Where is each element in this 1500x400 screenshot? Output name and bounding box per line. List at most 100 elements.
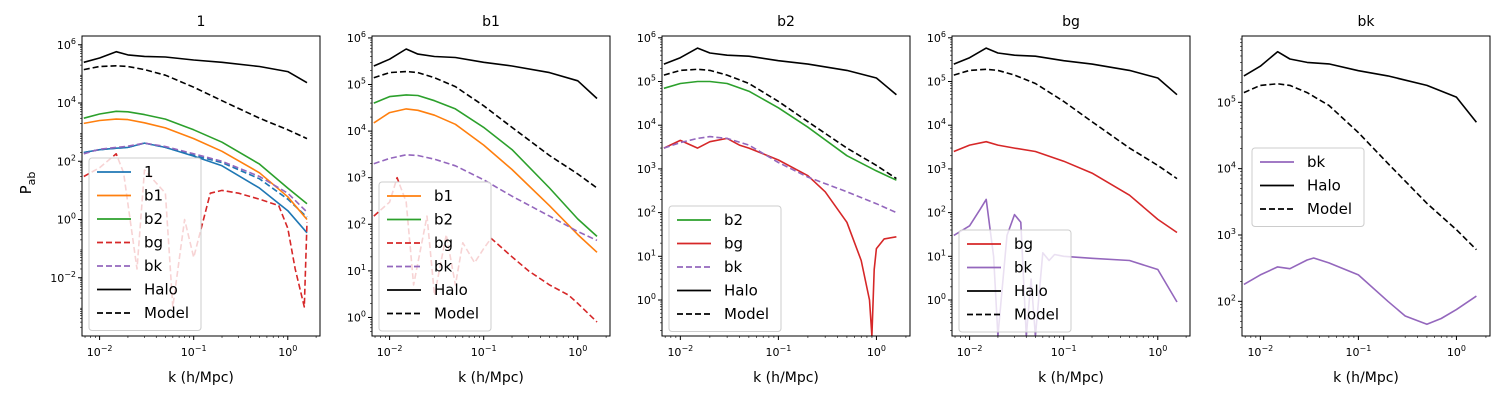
legend-label: 1: [144, 163, 154, 181]
legend-label: bk: [434, 258, 453, 276]
legend: 1 b1 b2 bg bk Halo Model: [88, 157, 202, 331]
series-line-model: [373, 70, 598, 189]
x-tick-label: 100: [568, 344, 587, 359]
x-axis-label: k (h/Mpc): [753, 370, 819, 386]
series-line-b2: [83, 110, 308, 205]
x-tick-label: 100: [1447, 344, 1466, 359]
legend-box: [668, 205, 782, 332]
legend-label: Halo: [724, 282, 758, 300]
x-tick-label: 10−2: [957, 344, 983, 359]
series-group: [83, 50, 308, 308]
series-line-b1: [373, 108, 598, 253]
series-line-halo: [663, 47, 897, 96]
figure-ylabel: Pab: [17, 172, 38, 195]
y-tick-label: 104: [1217, 161, 1236, 176]
series-line-halo: [1243, 50, 1478, 123]
y-tick-label: 10−2: [50, 270, 76, 285]
x-tick-label: 10−2: [87, 344, 113, 359]
y-tick-label: 106: [637, 30, 656, 45]
chart-panel-3: 10−2 10−1 100 100 101 102 103 104 105 106 b2 k (h/M…: [637, 14, 911, 386]
y-tick-label: 101: [347, 263, 366, 278]
y-tick-label: 102: [1217, 293, 1236, 308]
plot-frame: [951, 35, 1191, 337]
chart-panel-4: 10−2 10−1 100 100 101 102 103 104 105 106 bg k (h/M…: [927, 14, 1191, 386]
chart-title: bk: [1358, 14, 1376, 30]
legend: bk Halo Model: [1251, 147, 1365, 227]
legend-label: bk: [1307, 153, 1326, 171]
series-group: [373, 48, 598, 323]
series-line-halo: [373, 48, 598, 100]
y-tick-label: 104: [927, 117, 946, 132]
legend-label: b2: [724, 211, 743, 229]
legend-label: Model: [724, 305, 769, 323]
x-axis-label: k (h/Mpc): [1038, 370, 1104, 386]
x-tick-label: 10−1: [1051, 344, 1077, 359]
y-tick-label: 100: [347, 309, 366, 324]
x-tick-label: 10−1: [181, 344, 207, 359]
series-line-model: [953, 68, 1178, 180]
legend-label: bk: [724, 258, 743, 276]
x-axis-label: k (h/Mpc): [168, 370, 234, 386]
chart-title: b1: [482, 14, 500, 30]
x-axis-label: k (h/Mpc): [1333, 370, 1399, 386]
series-line-model: [83, 65, 308, 140]
y-tick-label: 100: [637, 292, 656, 307]
series-group: [1243, 50, 1478, 326]
series-line-bk: [373, 154, 598, 242]
series-line-model: [1243, 83, 1477, 251]
legend-label: b1: [144, 187, 163, 205]
y-tick-label: 105: [347, 77, 366, 92]
y-tick-label: 106: [347, 30, 366, 45]
y-tick-label: 104: [637, 117, 656, 132]
x-tick-label: 100: [867, 344, 886, 359]
legend-label: bg: [144, 234, 163, 252]
chart-title: bg: [1062, 14, 1080, 30]
legend-box: [88, 157, 202, 331]
y-tick-label: 100: [927, 292, 946, 307]
x-tick-label: 10−2: [377, 344, 403, 359]
legend-label: Model: [144, 304, 189, 322]
series-line-bk: [1243, 257, 1477, 326]
y-tick-label: 105: [1217, 94, 1236, 109]
legend-label: bg: [1014, 235, 1033, 253]
series-line-bk: [663, 135, 897, 214]
y-tick-label: 105: [637, 74, 656, 89]
x-tick-label: 10−2: [1247, 344, 1273, 359]
legend: bg bk Halo Model: [958, 229, 1072, 333]
y-tick-label: 104: [347, 123, 366, 138]
series-line-b2: [373, 94, 598, 237]
legend-label: b2: [144, 210, 163, 228]
chart-title: 1: [197, 14, 206, 30]
x-tick-label: 10−1: [471, 344, 497, 359]
y-tick-label: 102: [347, 216, 366, 231]
y-tick-label: 103: [1217, 227, 1236, 242]
series-line-b1: [83, 118, 308, 221]
plot-frame: [661, 35, 911, 337]
y-tick-label: 102: [637, 205, 656, 220]
series-line-halo: [83, 50, 308, 84]
y-tick-label: 106: [927, 30, 946, 45]
legend-label: Halo: [144, 281, 178, 299]
y-tick-label: 101: [927, 248, 946, 263]
legend-label: bg: [724, 235, 743, 253]
chart-panel-5: 10−2 10−1 100 102 103 104 105 bk k (h/Mpc) bk Halo…: [1217, 14, 1491, 386]
legend-label: Halo: [1307, 177, 1341, 195]
legend-label: Model: [1014, 306, 1059, 324]
chart-title: b2: [777, 14, 795, 30]
y-tick-label: 103: [637, 161, 656, 176]
y-tick-label: 103: [927, 161, 946, 176]
x-tick-label: 100: [1148, 344, 1167, 359]
legend-label: bg: [434, 234, 453, 252]
series-line-model: [663, 68, 897, 180]
legend: b1 b2 bg bk Halo Model: [378, 181, 492, 332]
legend-box: [1251, 147, 1365, 227]
y-tick-label: 100: [57, 212, 76, 227]
series-line-halo: [953, 47, 1178, 96]
series-line-bg: [953, 140, 1178, 234]
series-line-b2: [663, 80, 897, 181]
x-tick-label: 10−2: [667, 344, 693, 359]
y-tick-label: 102: [57, 153, 76, 168]
legend-box: [958, 229, 1072, 333]
series-line-bg: [663, 137, 897, 336]
